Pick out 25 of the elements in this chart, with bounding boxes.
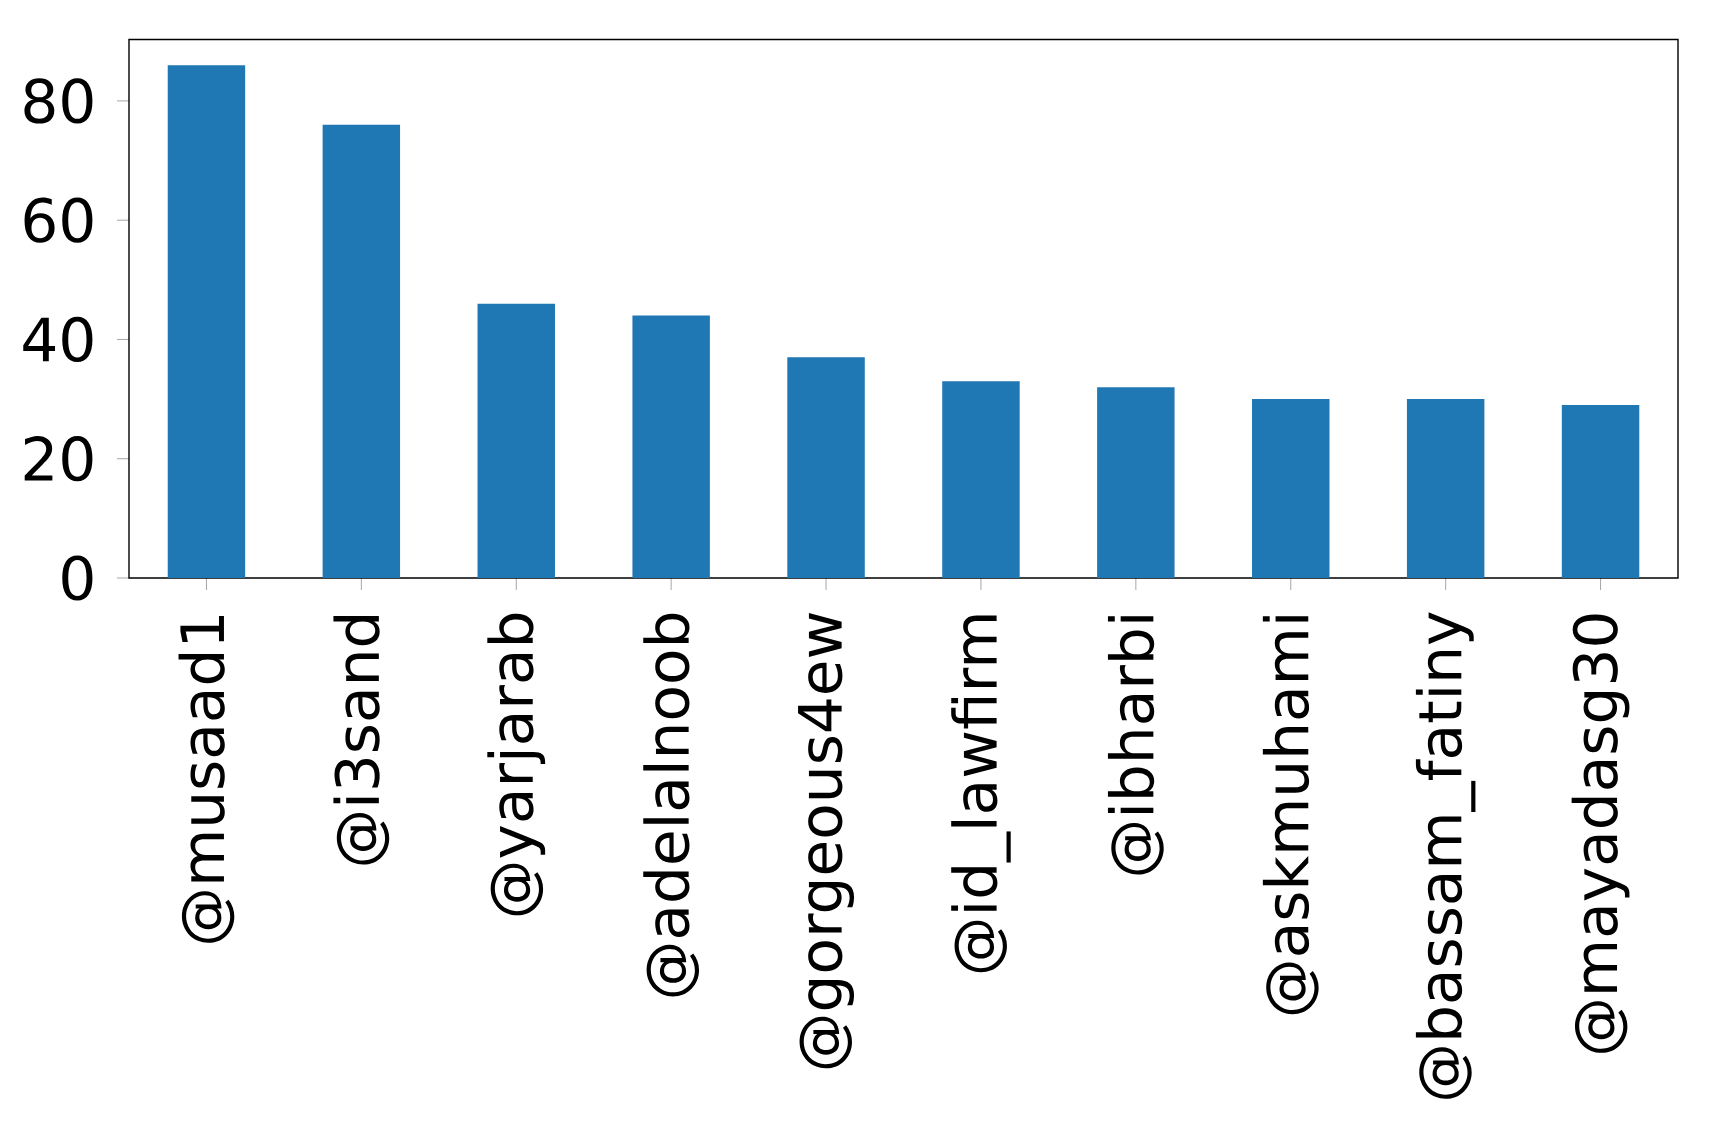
- x-tick-label: @id_lawfirm: [951, 615, 1011, 973]
- x-tick-label: @yarjarab: [487, 613, 546, 916]
- y-tick-label: 40: [23, 316, 93, 363]
- bar: [477, 303, 555, 579]
- x-tick-label: @askmuhami: [1262, 616, 1319, 1015]
- y-tick-label: 60: [24, 197, 93, 243]
- x-tick-label: @mayadasg30: [1571, 614, 1630, 1053]
- bar: [632, 315, 710, 579]
- x-tick-label: @musaad1: [178, 616, 235, 943]
- bar: [1561, 405, 1640, 579]
- y-tick-label: 20: [24, 436, 93, 482]
- bar: [787, 357, 865, 579]
- x-tick-label: @ibharbi: [1107, 616, 1164, 875]
- bar: [942, 381, 1020, 579]
- y-tick-label: 0: [62, 555, 93, 601]
- x-tick-label: @gorgeous4ew: [798, 613, 855, 1069]
- bar: [1097, 387, 1175, 579]
- bar: [322, 124, 401, 579]
- x-tick-label: @bassam_fatiny: [1415, 612, 1476, 1099]
- bar: [1406, 399, 1485, 579]
- y-tick-label: 80: [24, 78, 93, 124]
- bar: [167, 65, 246, 579]
- x-tick-label: @adelalnoob: [643, 613, 700, 997]
- x-tick-label: @i3sand: [333, 616, 390, 865]
- bar: [1252, 399, 1330, 579]
